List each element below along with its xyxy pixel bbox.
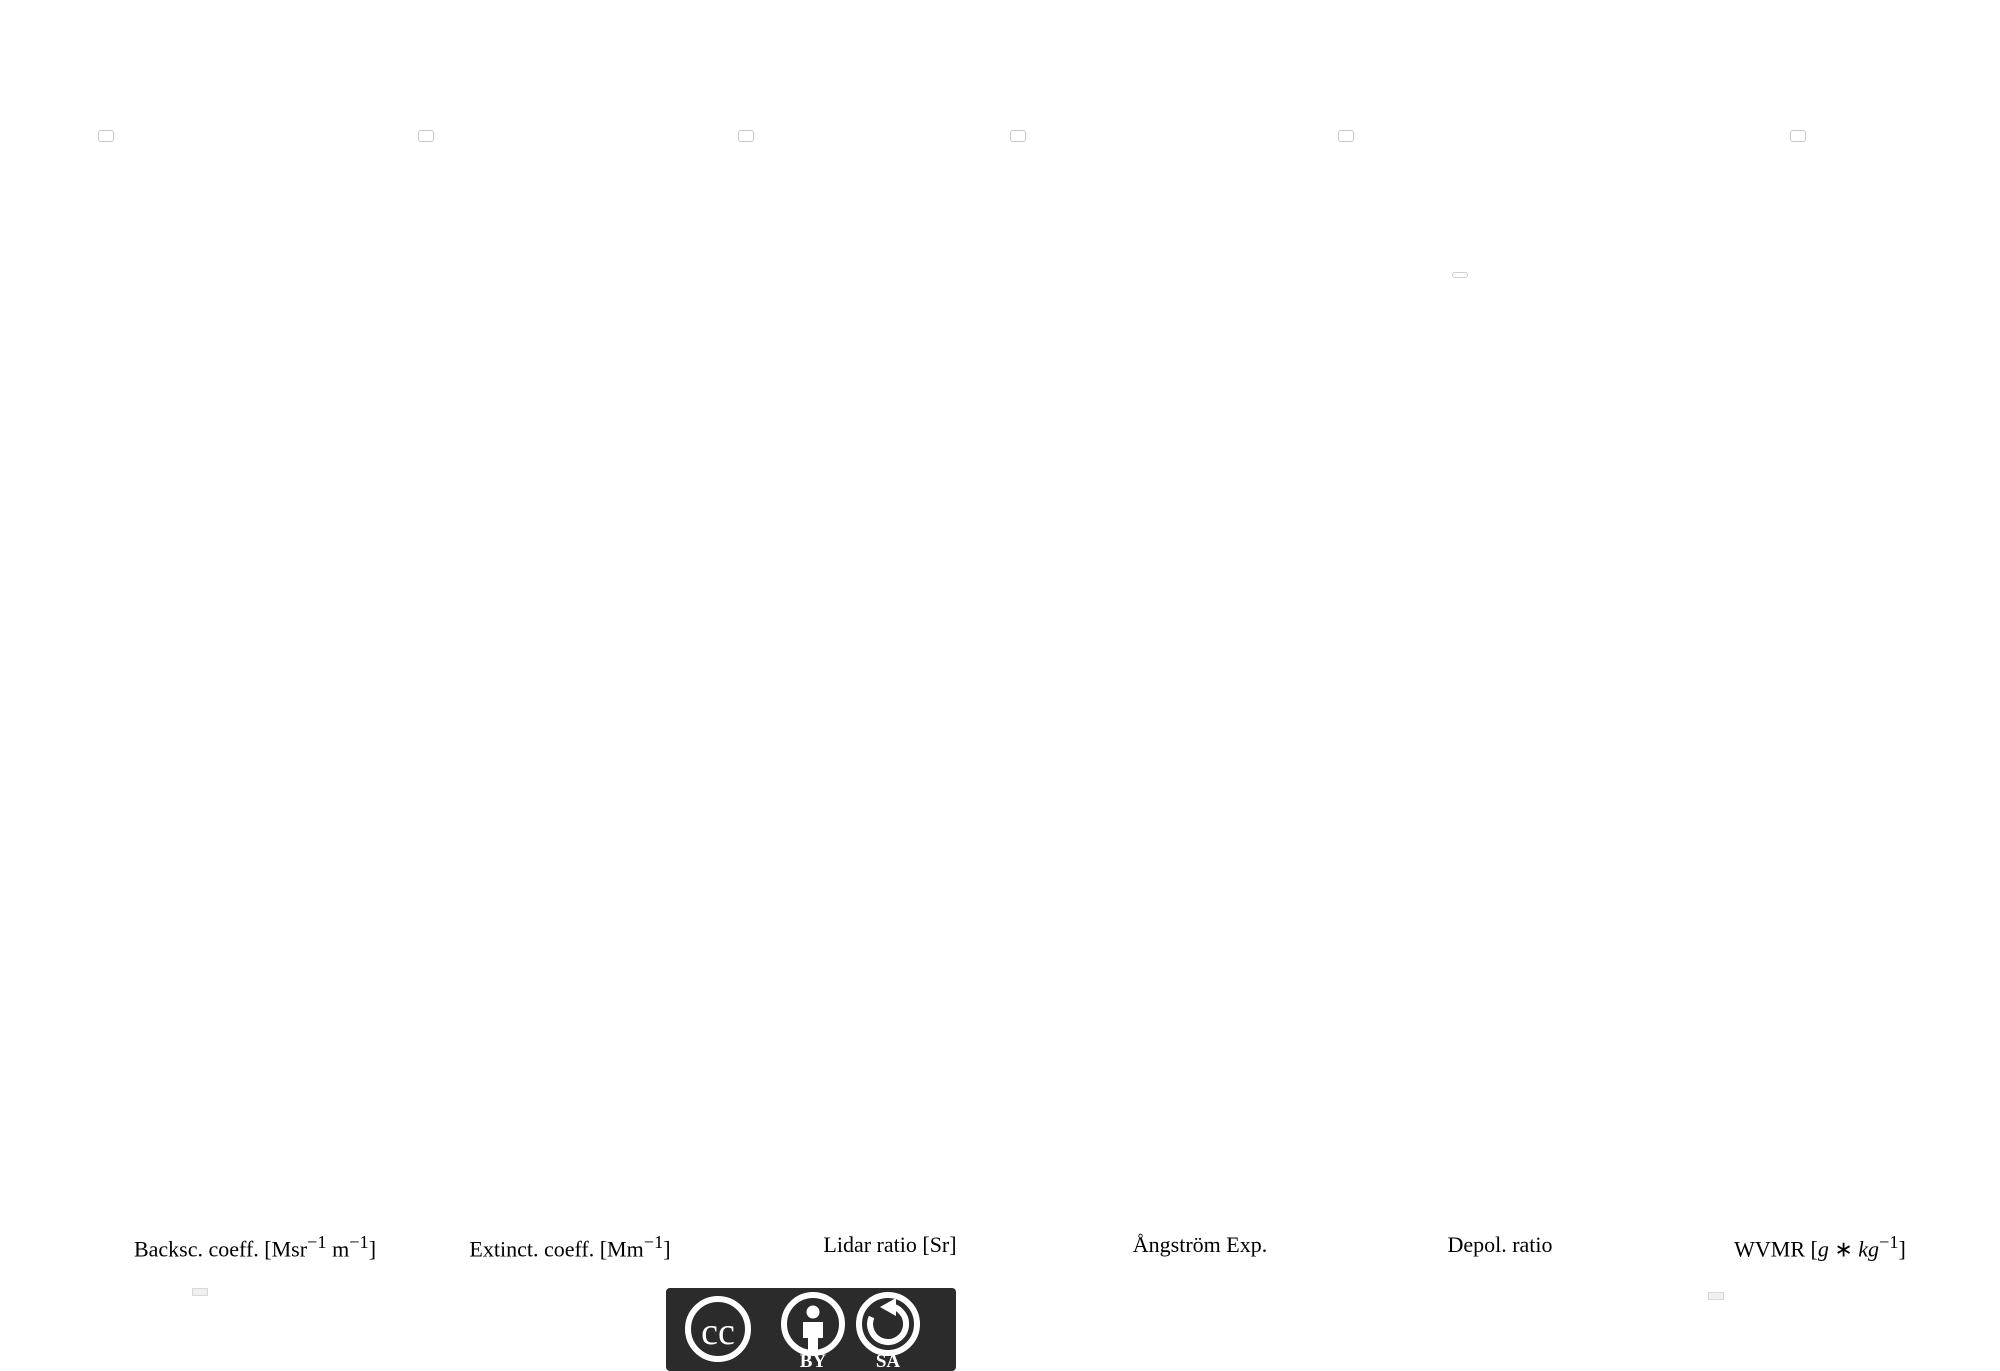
legend-angstrom[interactable] bbox=[1010, 130, 1026, 142]
cc-by-icon bbox=[781, 1292, 845, 1356]
reference-height-box bbox=[192, 1288, 208, 1296]
legend-depolarization[interactable] bbox=[1338, 130, 1354, 142]
legend-wvmr-rh[interactable] bbox=[1790, 130, 1806, 142]
cc-by-label: BY bbox=[800, 1351, 827, 1371]
x-axis-label-backscatter: Backsc. coeff. [Msr−1 m−1] bbox=[133, 1232, 377, 1262]
legend-extinction[interactable] bbox=[418, 130, 434, 142]
legend-backscatter[interactable] bbox=[98, 130, 114, 142]
x-axis-label-wvmr: WVMR [g ∗ kg−1] bbox=[1734, 1232, 1906, 1262]
panel-depolarization bbox=[1408, 118, 1618, 1218]
x-axis-label-extinction: Extinct. coeff. [Mm−1] bbox=[469, 1232, 671, 1262]
cc-sa-icon bbox=[856, 1292, 920, 1356]
x-axis-label-angstrom: Ångström Exp. bbox=[1132, 1232, 1268, 1257]
eta-annotation bbox=[1452, 272, 1468, 278]
legend-lidar-ratio[interactable] bbox=[738, 130, 754, 142]
cc-logo-svg: cc BY SA bbox=[666, 1288, 956, 1371]
svg-text:cc: cc bbox=[701, 1311, 735, 1353]
wv-calibration-box bbox=[1708, 1292, 1724, 1300]
panel-wvmr-rh bbox=[1718, 118, 1928, 1218]
cc-sa-label: SA bbox=[876, 1351, 901, 1371]
x-axis-label-depolarization: Depol. ratio bbox=[1447, 1232, 1553, 1257]
x-axis-label-lidar-ratio: Lidar ratio [Sr] bbox=[823, 1232, 957, 1257]
panel-backscatter bbox=[148, 118, 358, 1218]
panel-angstrom bbox=[1098, 118, 1308, 1218]
panel-extinction bbox=[468, 118, 678, 1218]
panel-lidar-ratio bbox=[788, 118, 998, 1218]
cc-by-sa-logo: cc BY SA bbox=[666, 1288, 956, 1371]
cc-circle-icon: cc bbox=[685, 1296, 751, 1362]
